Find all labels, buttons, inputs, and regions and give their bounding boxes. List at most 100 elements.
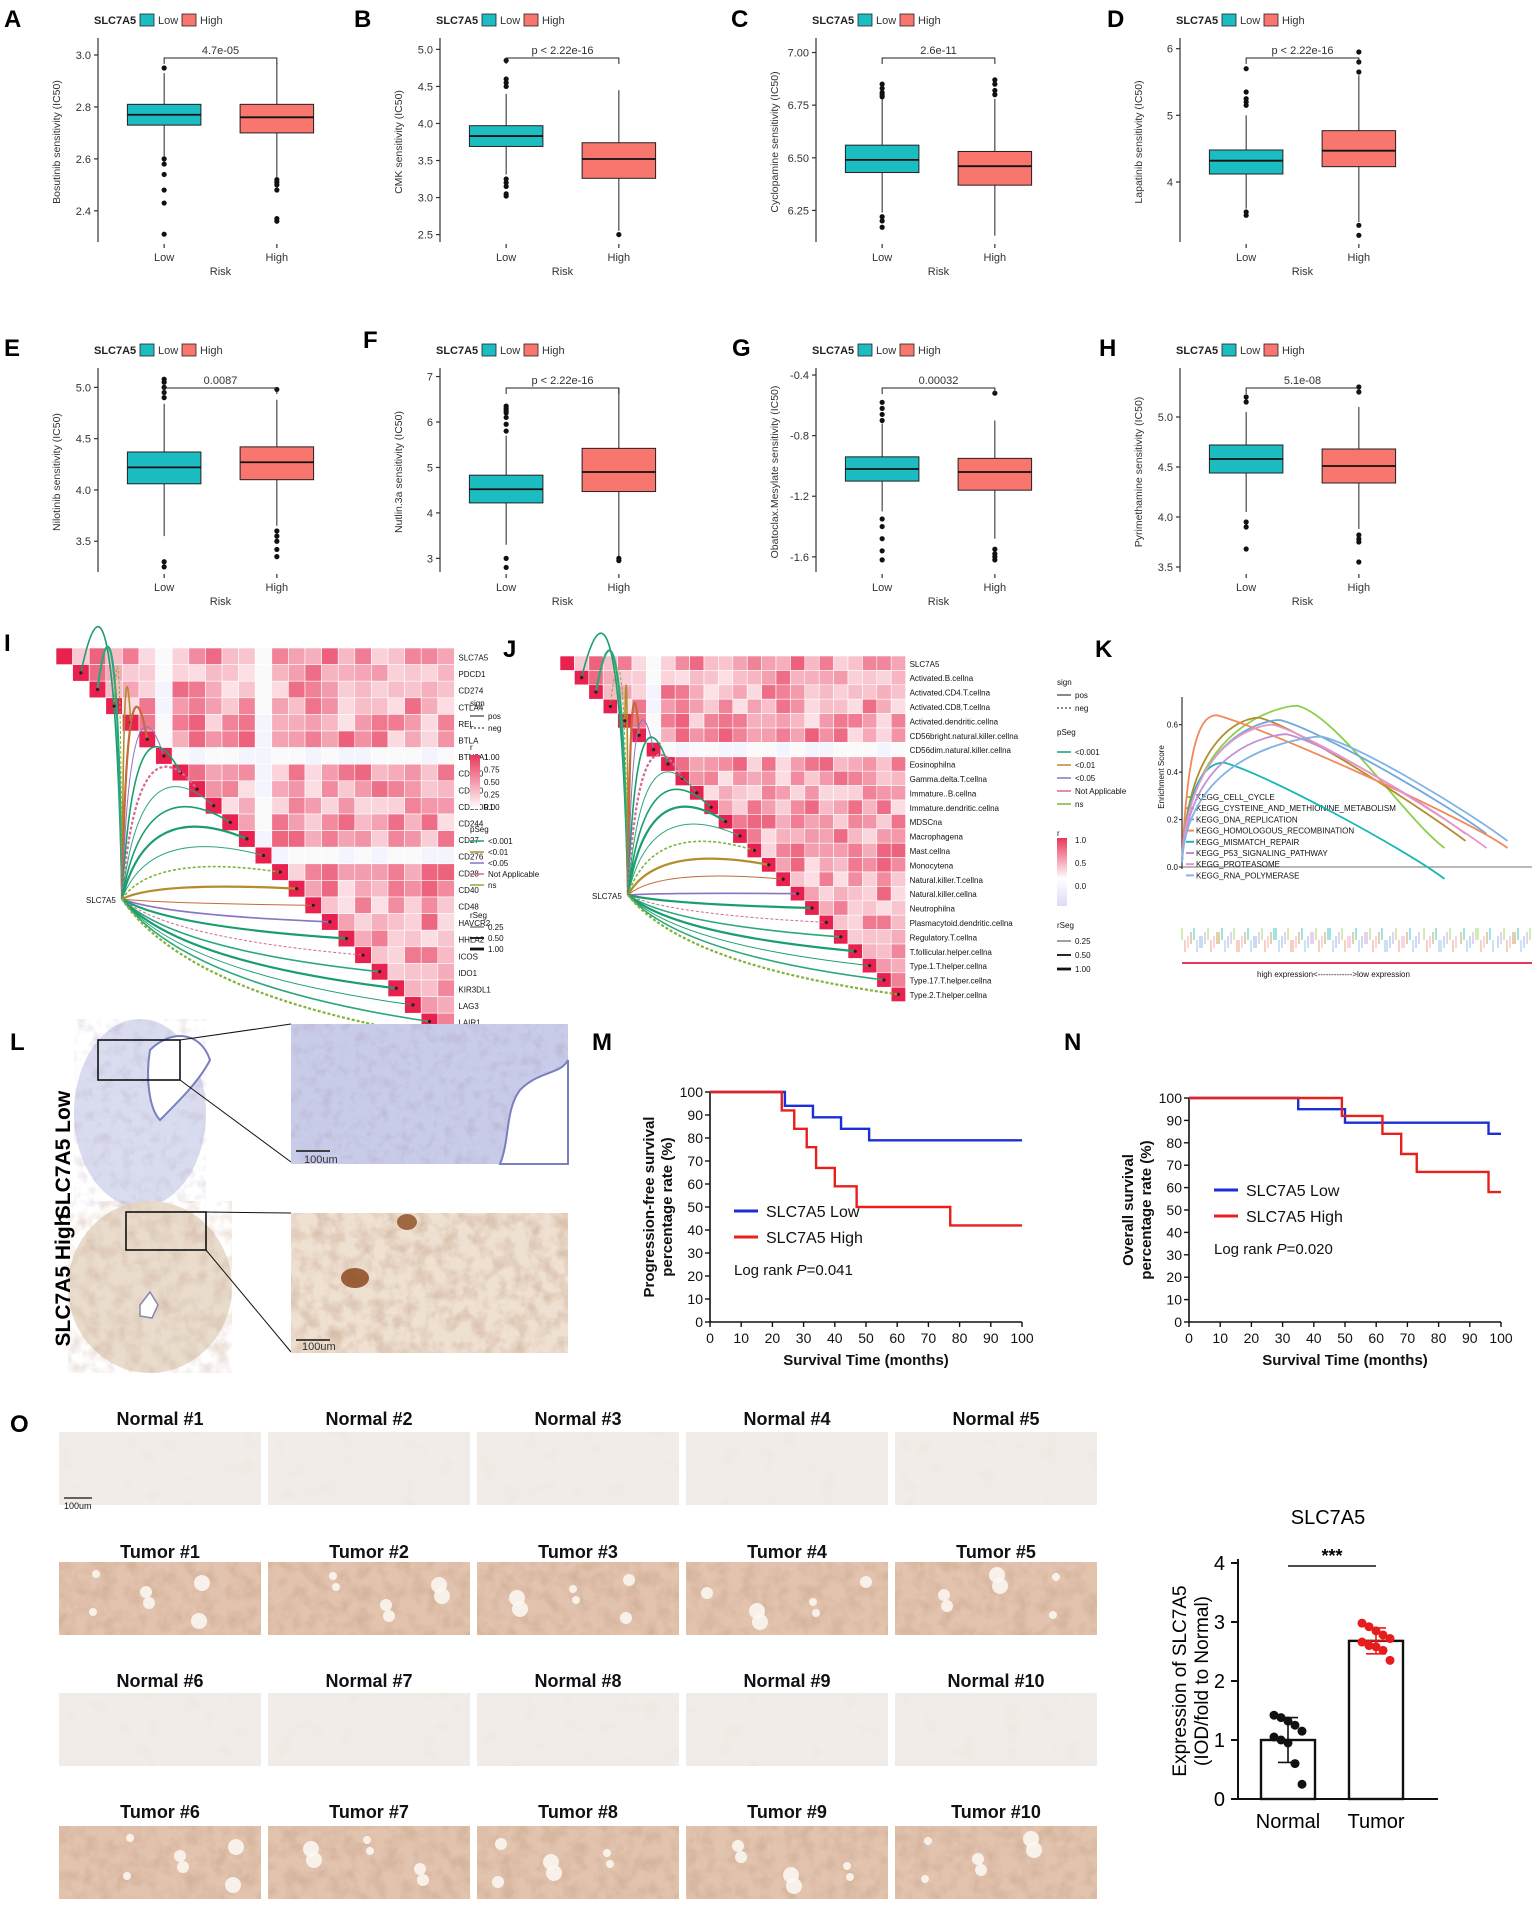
- heatmap-cell: [387, 846, 405, 865]
- heatmap-cell: [732, 756, 748, 772]
- heatmap-row-label: ICOS: [458, 952, 478, 961]
- heatmap-cell: [221, 680, 239, 699]
- ihc-low-roi-box: [97, 1039, 181, 1081]
- correlation-curve: [121, 898, 397, 990]
- heatmap-cell: [337, 747, 356, 765]
- heatmap-cell: [862, 684, 878, 700]
- heatmap-cell: [387, 896, 405, 914]
- heatmap-cell: [761, 799, 777, 815]
- heatmap-cell: [420, 963, 439, 981]
- x-tick-label: 0: [706, 1330, 714, 1346]
- enrichment-curve: [1181, 723, 1488, 863]
- heatmap-row-label: Activated.CD8.T.cellna: [910, 703, 991, 712]
- heatmap-cell: [188, 730, 206, 748]
- pathway-legend-label: KEGG_CYSTEINE_AND_METHIONINE_METABOLISM: [1196, 804, 1396, 813]
- x-tick-label: High: [1348, 582, 1371, 594]
- ihc-sample-label: Normal #1: [116, 1409, 203, 1429]
- y-axis-label: Pyrimethamine sensitivity (IC50): [1133, 397, 1145, 548]
- heatmap-row-label: Type.2.T.helper.cellna: [910, 991, 988, 1000]
- panel-letter-L: L: [10, 1029, 25, 1056]
- heatmap-cell: [420, 780, 439, 798]
- correlation-curve: [609, 667, 629, 896]
- heatmap-cell: [790, 713, 806, 729]
- heatmap-cell: [371, 797, 389, 815]
- heatmap-cell: [304, 714, 322, 732]
- heatmap-cell: [304, 680, 322, 699]
- y-tick-label: -0.4: [790, 370, 809, 382]
- panel-letter-M: M: [592, 1029, 612, 1056]
- heatmap-cell: [420, 647, 439, 665]
- heatmap-cell: [718, 756, 734, 772]
- outlier-low: [503, 564, 509, 571]
- heatmap-row-label: IDO1: [458, 969, 477, 978]
- ihc-fat-vacuole: [123, 1872, 131, 1880]
- heatmap-cell: [221, 747, 239, 765]
- p-value: 0.00032: [919, 375, 959, 387]
- heatmap-cell: [790, 857, 806, 873]
- curve-end-dot: [738, 834, 742, 838]
- correlation-heatmap-checkpoints: SLC7A5PDCD1CD274CTLA4RELBTLABTN2A1CD160C…: [55, 625, 540, 1047]
- heatmap-row-label: T.follicular.helper.cellna: [910, 948, 993, 957]
- heatmap-cell: [188, 664, 206, 682]
- heatmap-cell: [420, 913, 439, 931]
- heatmap-cell: [833, 727, 849, 743]
- x-tick-label: 20: [765, 1330, 781, 1346]
- heatmap-cell: [271, 680, 289, 699]
- heatmap-cell: [617, 655, 633, 671]
- heatmap-cell: [288, 863, 306, 881]
- x-tick-label: 40: [827, 1330, 843, 1346]
- ihc-high-label: SLC7A5 High: [52, 1213, 75, 1346]
- ihc-fat-vacuole: [572, 1596, 580, 1604]
- y-tick-label: 3.5: [1158, 562, 1173, 574]
- heatmap-cell: [818, 842, 834, 858]
- heatmap-cell: [271, 747, 289, 765]
- heatmap-cell: [420, 730, 439, 748]
- outlier-low: [503, 555, 509, 561]
- box-high: [957, 457, 1033, 491]
- heatmap-cell: [354, 730, 372, 748]
- legend-label-low: Low: [1240, 345, 1260, 357]
- heatmap-cell: [862, 929, 878, 945]
- ihc-tile-texture: [268, 1432, 470, 1505]
- heatmap-cell: [437, 896, 455, 914]
- ihc-fat-vacuole: [749, 1603, 765, 1619]
- heatmap-cell: [288, 780, 306, 798]
- heatmap-row-label: CD274: [458, 687, 483, 696]
- ihc-fat-vacuole: [843, 1862, 851, 1870]
- y-tick-label: 0: [1214, 1789, 1225, 1811]
- x-tick-label: 50: [1337, 1330, 1353, 1346]
- heatmap-cell: [674, 727, 690, 743]
- heatmap-cell: [420, 996, 439, 1014]
- heatmap-cell: [371, 830, 389, 848]
- heatmap-cell: [761, 785, 777, 801]
- heatmap-cell: [437, 813, 455, 831]
- heatmap-cell: [420, 979, 439, 997]
- heatmap-cell: [847, 828, 863, 844]
- scale-label: 100um: [304, 1154, 338, 1166]
- heatmap-cell: [238, 647, 256, 665]
- legend-label-high: High: [918, 15, 941, 27]
- heatmap-cell: [288, 680, 306, 699]
- ihc-fat-vacuole: [332, 1583, 340, 1591]
- heatmap-cell: [876, 655, 892, 671]
- heatmap-cell: [847, 871, 863, 887]
- heatmap-cell: [818, 698, 834, 714]
- data-point-tumor: [1357, 1637, 1367, 1647]
- legend-r-tick: 0.0: [1075, 882, 1087, 891]
- boxplot-B: SLC7A5 Low High 2.5 3.0 3.5 4.0 4.5 5.0 CMK sensi…: [393, 13, 657, 278]
- heatmap-cell: [818, 900, 834, 916]
- heatmap-cell: [775, 756, 791, 772]
- heatmap-cell: [304, 780, 322, 798]
- heatmap-cell: [732, 727, 748, 743]
- y-tick-label: 60: [687, 1176, 703, 1192]
- heatmap-cell: [404, 880, 422, 898]
- legend-label-low: Low: [876, 15, 896, 27]
- ihc-fat-vacuole: [860, 1576, 872, 1588]
- ihc-fat-vacuole: [972, 1853, 984, 1865]
- legend-sign-neg: neg: [488, 724, 501, 733]
- curve-end-dot: [95, 687, 100, 692]
- heatmap-cell: [876, 684, 892, 700]
- heatmap-cell: [833, 900, 849, 916]
- heatmap-cell: [732, 814, 748, 830]
- data-point-tumor: [1357, 1618, 1367, 1628]
